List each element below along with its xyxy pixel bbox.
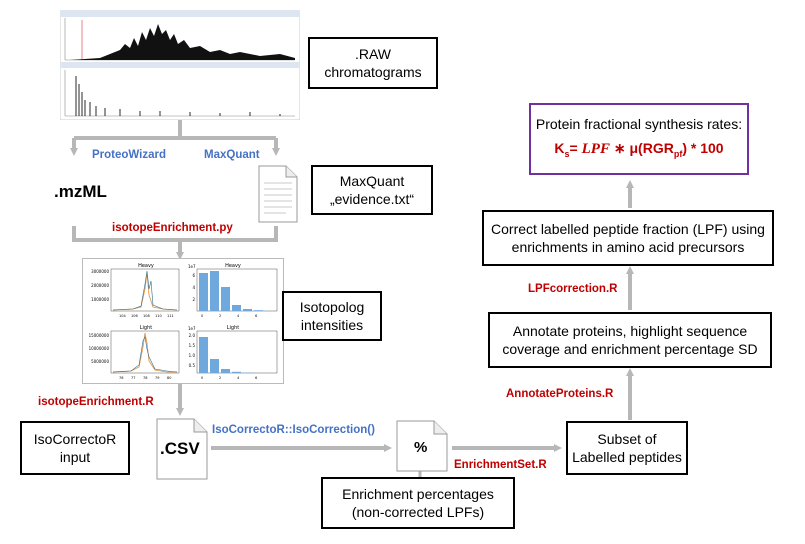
svg-text:Light: Light xyxy=(140,325,153,331)
svg-text:6: 6 xyxy=(255,314,257,318)
fsr-title: Protein fractional synthesis rates: xyxy=(535,116,743,133)
arrow-merge xyxy=(72,226,278,242)
svg-text:6: 6 xyxy=(192,273,195,278)
light-bar-plot: 1e7 Light 2.0 1.5 1.0 0.5 0 2 4 6 xyxy=(188,325,278,380)
svg-text:1.0: 1.0 xyxy=(189,353,196,358)
enrichment-line2: (non-corrected LPFs) xyxy=(351,504,485,520)
heavy-title: Heavy xyxy=(138,263,154,269)
bar xyxy=(221,287,230,311)
svg-text:2: 2 xyxy=(192,297,195,302)
fractional-synthesis-rates-box: Protein fractional synthesis rates: Ks= … xyxy=(529,103,749,175)
mzml-file-label: .mzML xyxy=(54,182,107,201)
svg-text:15000000: 15000000 xyxy=(89,333,110,338)
svg-text:79: 79 xyxy=(155,376,159,380)
bar xyxy=(243,309,252,311)
svg-text:Heavy: Heavy xyxy=(225,263,241,269)
isocorrector-input-box: IsoCorrectoR input xyxy=(20,421,130,475)
bar xyxy=(210,359,219,373)
percent-document-icon xyxy=(396,420,448,472)
svg-text:5000000: 5000000 xyxy=(91,359,109,364)
svg-text:Light: Light xyxy=(227,325,240,331)
svg-text:1.5: 1.5 xyxy=(189,343,196,348)
raw-chromatograms-box: .RAW chromatograms xyxy=(308,37,438,89)
chromatogram-screenshot xyxy=(60,10,300,120)
isotopolog-line1: Isotopolog xyxy=(299,299,365,315)
enrichment-percentages-box: Enrichment percentages (non-corrected LP… xyxy=(321,477,515,529)
svg-text:106: 106 xyxy=(131,314,138,318)
correct-lpf-box: Correct labelled peptide fraction (LPF) … xyxy=(482,210,774,266)
svg-text:6: 6 xyxy=(255,376,257,380)
isocorrection-function-label: IsoCorrectoR::IsoCorrection() xyxy=(212,424,375,436)
annotate-proteins-box: Annotate proteins, highlight sequence co… xyxy=(488,312,772,368)
isotope-enrichment-py-label: isotopeEnrichment.py xyxy=(112,222,233,234)
enrichmentset-r-label: EnrichmentSet.R xyxy=(454,459,547,471)
bar xyxy=(199,337,208,373)
isotopolog-line2: intensities xyxy=(300,317,364,333)
evidence-line1: MaxQuant xyxy=(339,173,405,189)
svg-text:76: 76 xyxy=(119,376,123,380)
percent-file-label: % xyxy=(414,439,428,456)
svg-text:4: 4 xyxy=(237,376,240,380)
svg-text:0: 0 xyxy=(201,376,203,380)
svg-text:110: 110 xyxy=(155,314,162,318)
svg-text:1e7: 1e7 xyxy=(188,264,196,269)
annotate-line1: Annotate proteins, highlight sequence xyxy=(512,323,748,339)
svg-text:2: 2 xyxy=(219,314,221,318)
subset-labelled-peptides-box: Subset of Labelled peptides xyxy=(566,421,688,475)
svg-text:10000000: 10000000 xyxy=(89,346,110,351)
annotateproteins-r-label: AnnotateProteins.R xyxy=(506,388,614,400)
isocorrector-line1: IsoCorrectoR xyxy=(33,431,117,447)
correct-line2: enrichments in amino acid precursors xyxy=(511,239,745,255)
svg-text:1000000: 1000000 xyxy=(91,297,109,302)
svg-text:4: 4 xyxy=(192,285,195,290)
heavy-line-plot: Heavy 3000000 2000000 1000000 104 106 10… xyxy=(91,263,180,318)
annotate-line2: coverage and enrichment percentage SD xyxy=(502,341,758,357)
svg-text:0.5: 0.5 xyxy=(189,363,196,368)
raw-line1: .RAW xyxy=(354,46,392,62)
evidence-line2: „evidence.txt“ xyxy=(329,191,415,207)
maxquant-label: MaxQuant xyxy=(204,149,260,161)
csv-file-label: .CSV xyxy=(160,439,200,458)
svg-text:4: 4 xyxy=(237,314,240,318)
svg-text:0: 0 xyxy=(201,314,203,318)
bar xyxy=(199,273,208,311)
svg-text:78: 78 xyxy=(143,376,147,380)
isotopolog-plots: Heavy 3000000 2000000 1000000 104 106 10… xyxy=(82,258,284,384)
enrichment-line1: Enrichment percentages xyxy=(342,486,494,502)
maxquant-evidence-box: MaxQuant „evidence.txt“ xyxy=(311,165,433,215)
bar xyxy=(210,271,219,311)
isotopolog-intensities-box: Isotopolog intensities xyxy=(282,291,382,341)
subset-line2: Labelled peptides xyxy=(572,449,682,465)
svg-text:108: 108 xyxy=(143,314,150,318)
bar xyxy=(232,305,241,311)
svg-text:2: 2 xyxy=(219,376,221,380)
svg-text:77: 77 xyxy=(131,376,135,380)
isocorrector-line2: input xyxy=(59,449,91,465)
subset-line1: Subset of xyxy=(597,431,657,447)
document-icon xyxy=(258,165,298,223)
svg-text:2000000: 2000000 xyxy=(91,283,109,288)
heavy-bar-plot: 1e7 Heavy 6 4 2 0 2 4 6 xyxy=(188,263,278,318)
svg-text:3000000: 3000000 xyxy=(91,269,109,274)
bar xyxy=(232,371,241,373)
svg-text:80: 80 xyxy=(167,376,171,380)
bar xyxy=(254,310,263,311)
lpfcorrection-r-label: LPFcorrection.R xyxy=(528,283,618,295)
svg-text:2.0: 2.0 xyxy=(189,333,196,338)
light-line-plot: Light 15000000 10000000 5000000 76 77 78… xyxy=(89,325,180,380)
correct-line1: Correct labelled peptide fraction (LPF) … xyxy=(491,221,765,237)
bar xyxy=(221,369,230,373)
csv-document-icon xyxy=(156,418,208,480)
svg-text:104: 104 xyxy=(119,314,126,318)
proteowizard-label: ProteoWizard xyxy=(92,149,167,161)
ks-formula: Ks= LPF ∗ μ(RGRpf) * 100 xyxy=(554,140,724,159)
svg-text:1e7: 1e7 xyxy=(188,326,196,331)
isotope-enrichment-r-label: isotopeEnrichment.R xyxy=(38,396,154,408)
svg-text:111: 111 xyxy=(167,314,174,318)
raw-line2: chromatograms xyxy=(324,64,422,80)
